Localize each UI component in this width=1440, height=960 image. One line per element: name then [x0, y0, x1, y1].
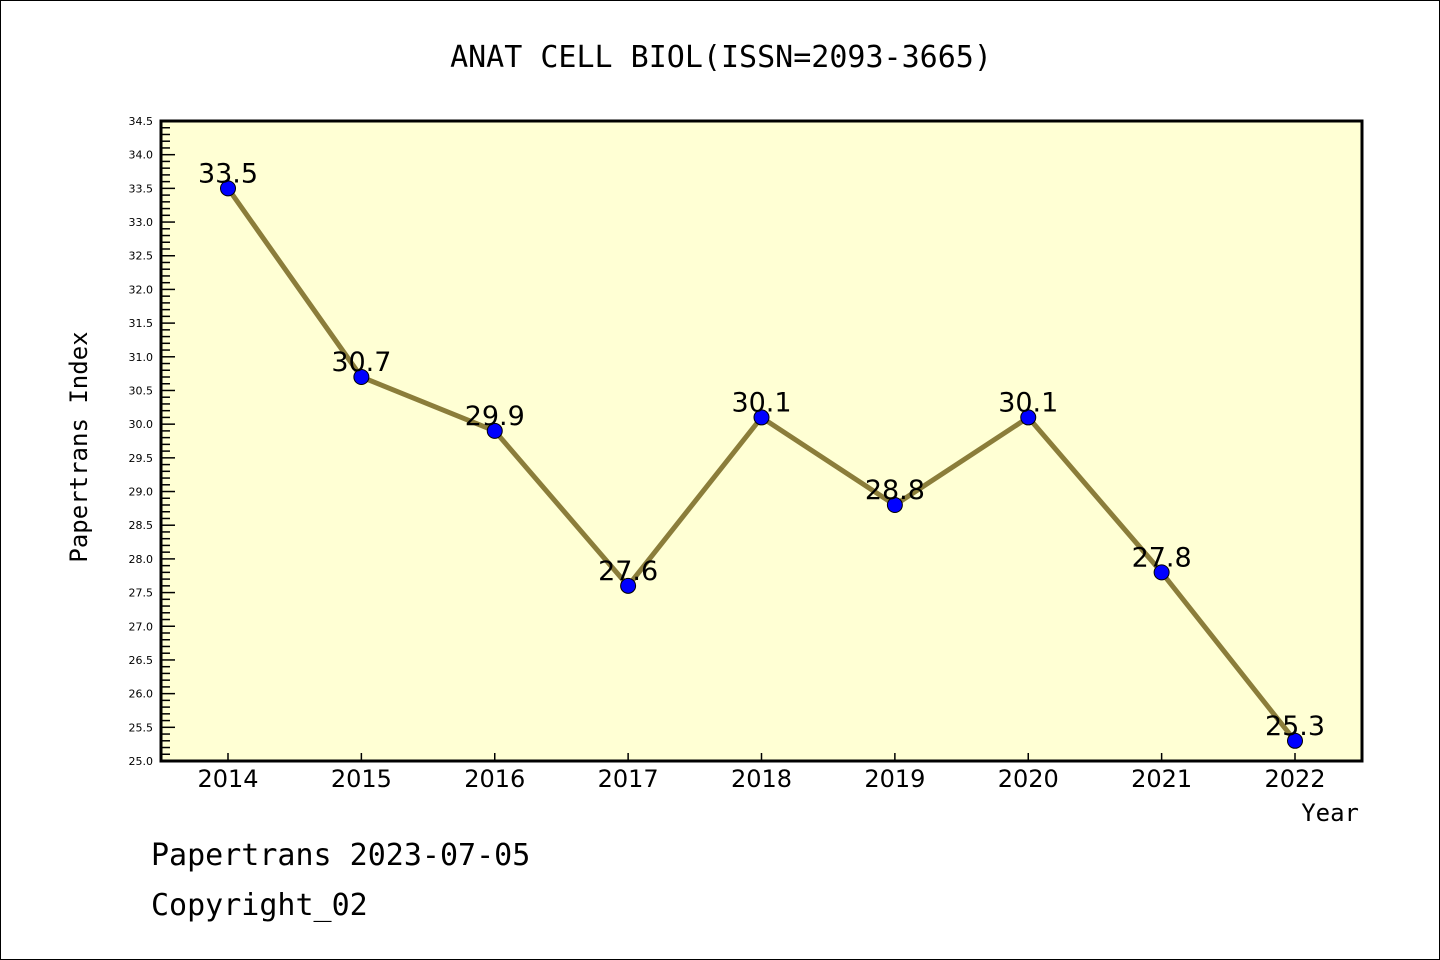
y-tick-label: 25.0	[129, 755, 154, 768]
y-tick-label: 30.0	[129, 418, 154, 431]
data-label: 27.8	[1132, 542, 1192, 573]
x-tick-label: 2015	[331, 765, 392, 793]
x-tick-label: 2014	[197, 765, 258, 793]
x-tick-label: 2021	[1131, 765, 1192, 793]
data-point	[353, 369, 370, 385]
data-point	[753, 409, 770, 426]
y-tick-label: 29.0	[129, 486, 154, 499]
x-tick-label: 2016	[464, 765, 525, 793]
x-tick-label: 2017	[598, 765, 659, 793]
data-point	[486, 422, 503, 439]
x-tick-label: 2018	[731, 765, 792, 793]
data-label: 30.1	[731, 387, 791, 418]
y-tick-label: 32.0	[129, 283, 154, 296]
data-label: 30.7	[331, 347, 391, 378]
x-tick-label: 2020	[998, 765, 1059, 793]
data-label: 29.9	[465, 401, 525, 432]
chart-title: ANAT CELL BIOL(ISSN=2093-3665)	[450, 40, 992, 75]
data-point	[220, 180, 236, 197]
y-tick-label: 31.5	[129, 317, 154, 330]
y-axis-label: Papertrans Index	[65, 331, 93, 562]
footer-copyright: Copyright_02	[151, 888, 368, 923]
y-tick-label: 33.5	[129, 182, 154, 195]
y-tick-label: 25.5	[129, 721, 154, 734]
plot-frame	[159, 119, 1364, 763]
y-tick-label: 28.0	[129, 553, 154, 566]
x-axis-label: Year	[1301, 799, 1359, 827]
data-label: 33.5	[198, 158, 258, 189]
x-tick-label: 2022	[1264, 765, 1325, 793]
data-point	[1287, 732, 1303, 749]
data-point	[886, 497, 903, 513]
y-tick-label: 31.0	[129, 351, 154, 364]
y-tick-label: 32.5	[129, 250, 154, 263]
data-label: 30.1	[998, 387, 1058, 418]
y-tick-label: 27.5	[129, 587, 154, 600]
y-tick-label: 26.0	[129, 688, 154, 701]
y-tick-label: 30.5	[129, 384, 154, 397]
y-tick-label: 26.5	[129, 654, 154, 667]
data-point	[1020, 409, 1037, 426]
data-point	[1153, 564, 1170, 581]
y-tick-label: 29.5	[129, 452, 154, 465]
plot-area	[161, 121, 1362, 761]
y-tick-label: 33.0	[129, 216, 154, 229]
data-label: 25.3	[1265, 711, 1325, 742]
y-tick-label: 34.0	[129, 149, 154, 162]
y-tick-label: 27.0	[129, 620, 154, 633]
y-tick-label: 28.5	[129, 519, 154, 532]
x-tick-label: 2019	[864, 765, 925, 793]
y-tick-label: 34.5	[129, 115, 154, 128]
footer-date: Papertrans 2023-07-05	[151, 838, 530, 873]
data-label: 28.8	[865, 475, 925, 506]
data-point	[620, 577, 637, 594]
data-label: 27.6	[598, 556, 658, 587]
